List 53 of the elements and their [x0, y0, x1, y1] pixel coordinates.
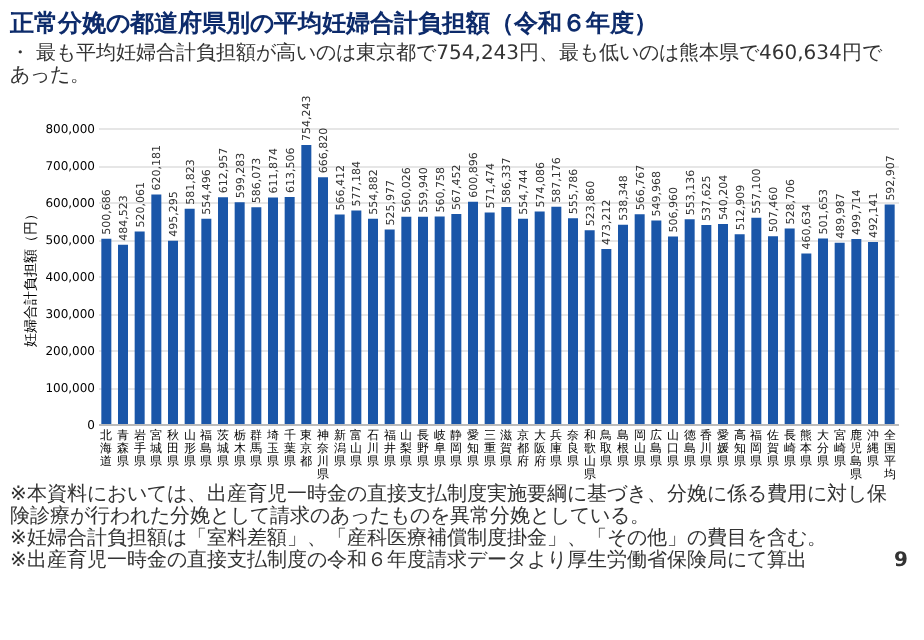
bar — [101, 238, 112, 424]
bar — [268, 197, 278, 424]
bar — [334, 214, 345, 424]
bar — [284, 197, 295, 424]
bar — [368, 218, 378, 424]
bar — [701, 225, 712, 424]
text: ※妊婦合計負担額は「室料差額」、「産科医療補償制度掛金」、「その他」の費目を含む。 — [10, 526, 827, 550]
bar — [868, 241, 878, 424]
bar — [401, 216, 412, 424]
bar — [151, 194, 162, 424]
text: 9 — [894, 550, 909, 572]
bar — [384, 229, 395, 424]
bar — [768, 236, 778, 424]
text: ※出産育児一時金の直接支払制度の令和６年度請求データより厚生労働省保険局にて算出 — [10, 548, 807, 572]
bar — [318, 177, 328, 424]
bar — [184, 208, 195, 424]
bar — [551, 206, 562, 424]
bar — [518, 218, 528, 424]
bar — [201, 218, 212, 424]
bar — [134, 231, 145, 424]
bar — [468, 201, 478, 424]
bar — [818, 238, 828, 424]
bar — [751, 217, 762, 424]
bar — [568, 218, 578, 424]
chart-title: 正常分娩の都道府県別の平均妊婦合計負担額（令和６年度） — [8, 9, 658, 38]
bar — [418, 216, 428, 424]
bar — [484, 212, 495, 424]
bar — [618, 224, 628, 424]
bar — [584, 230, 595, 424]
bar — [534, 211, 545, 424]
bar — [451, 214, 462, 424]
bar — [218, 197, 228, 424]
bar — [434, 216, 445, 424]
bar — [801, 253, 812, 424]
bar — [834, 242, 845, 424]
bar — [651, 220, 662, 424]
bar — [251, 207, 262, 424]
bar — [684, 219, 695, 424]
bar — [734, 234, 745, 424]
chart-subtitle: ・ 最も平均妊婦合計負担額が高いのは東京都で754,243円、最も低いのは熊本県で460,634円であった。 — [10, 41, 884, 88]
bar — [634, 214, 645, 424]
bar — [118, 244, 128, 424]
text: ※本資料においては、出産育児一時金の直接支払制度実施要綱に基づき、分娩に係る費用に対し保険診療が行われた分娩として請求のあったものを異常分娩としている。 — [10, 482, 887, 528]
bar — [234, 202, 245, 424]
bar — [851, 239, 862, 424]
bar — [718, 224, 728, 424]
bar — [351, 210, 362, 424]
bar — [168, 240, 178, 424]
bar — [784, 228, 795, 424]
bar — [668, 236, 678, 424]
bar — [601, 248, 612, 424]
bar — [501, 207, 512, 424]
bar — [301, 144, 312, 424]
